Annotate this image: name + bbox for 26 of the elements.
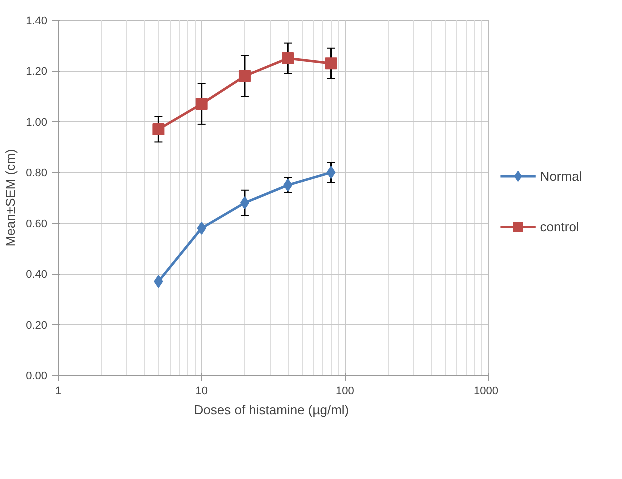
point (238, 70, 251, 82)
point (326, 166, 336, 180)
x-axis-title: Doses of histamine (µg/ml) (194, 402, 350, 418)
x-tick-label: 1000 (474, 386, 499, 398)
y-tick-label: 0.60 (26, 218, 48, 230)
y-axis-title: Mean±SEM (cm) (3, 149, 18, 247)
y-tick-label: 1.40 (26, 16, 48, 28)
point (284, 178, 293, 192)
point (154, 275, 164, 288)
legend-label: Normal (540, 169, 582, 184)
y-tick-label: 0.80 (26, 168, 48, 180)
point (197, 222, 206, 235)
point (152, 124, 165, 136)
x-tick-label: 1 (55, 386, 62, 398)
x-tick-label: 100 (336, 386, 354, 398)
y-tick-label: 0.40 (26, 269, 48, 282)
point (325, 58, 338, 70)
y-tick-label: 0.00 (26, 370, 48, 382)
y-tick-label: 0.20 (26, 320, 48, 332)
point (240, 196, 250, 210)
y-tick-label: 1.20 (26, 66, 48, 78)
legend-label: control (540, 220, 580, 235)
point (282, 52, 294, 65)
x-tick-label: 10 (196, 386, 208, 398)
y-tick-label: 1.00 (26, 116, 48, 129)
point (196, 98, 208, 110)
